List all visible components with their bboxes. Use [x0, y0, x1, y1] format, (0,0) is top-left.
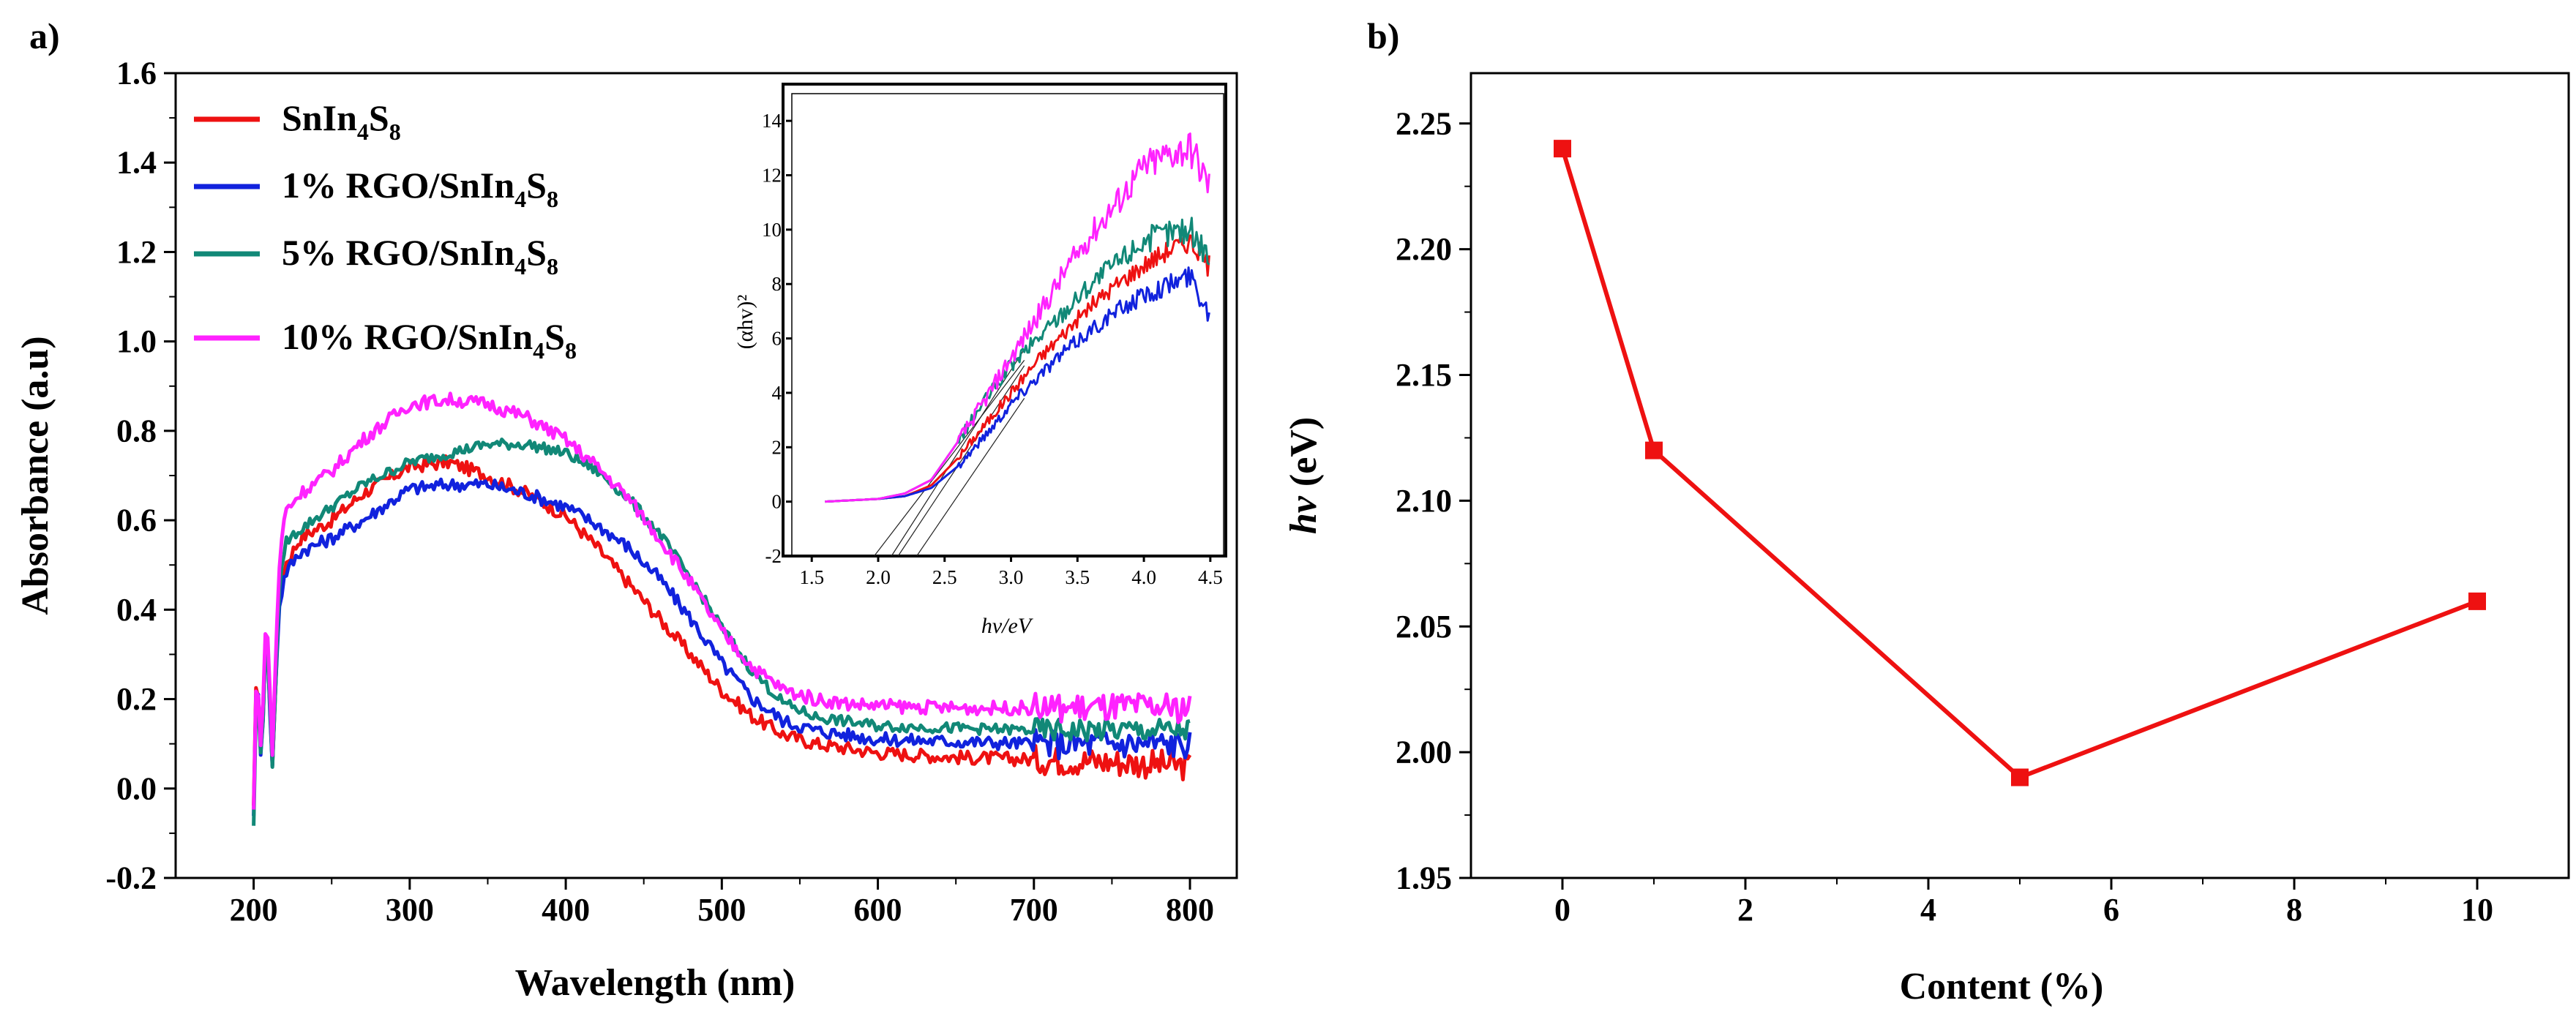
panel-b-x-tick-label: 4 — [1920, 892, 1936, 928]
panel-b-x-tick-label: 8 — [2286, 892, 2302, 928]
legend-item-5pct-rgo: 5% RGO/SnIn4S8 — [194, 232, 558, 279]
panel-b-x-tick-label: 6 — [2103, 892, 2119, 928]
legend-item-sninss: SnIn4S8 — [194, 97, 401, 145]
panel-a-x-tick-label: 400 — [542, 892, 590, 928]
tangent-line-2 — [897, 365, 1025, 557]
panel-a-y-tick-label: 0.0 — [116, 770, 157, 806]
inset-frame — [782, 83, 1227, 557]
inset-y-tick-label: 4 — [772, 382, 782, 404]
panel-a-y-tick-label: 0.4 — [116, 592, 157, 628]
panel-a-y-tick-label: 1.2 — [116, 234, 157, 270]
inset-y-tick-label: 14 — [762, 110, 782, 132]
legend-label: 10% RGO/SnIn4S8 — [282, 316, 577, 364]
panel-a-y-ticks: -0.2 0.0 0.2 0.4 0.6 0.8 1.0 1.2 1.4 1.6 — [105, 56, 176, 896]
panel-a-x-tick-label: 300 — [386, 892, 434, 928]
panel-b-x-tick-label: 2 — [1737, 892, 1753, 928]
series-line-2 — [252, 438, 1191, 826]
panel-b-frame — [1469, 72, 2570, 879]
panel-b-y-tick-label: 2.15 — [1396, 357, 1452, 393]
bandgap-marker-0 — [1554, 140, 1571, 158]
inset-y-tick-label: -2 — [765, 545, 782, 567]
inset-x-axis-title: hv/eV — [981, 614, 1034, 638]
panel-a-inset-tauc-plot: 1.5 2.0 2.5 3.0 3.5 4.0 4.5 -2 0 2 4 6 8 10 12 14 hv/e… — [733, 83, 1227, 638]
panel-b-y-tick-label: 2.25 — [1396, 105, 1452, 141]
panel-a-label: a) — [29, 15, 60, 56]
legend-item-10pct-rgo: 10% RGO/SnIn4S8 — [194, 316, 577, 364]
inset-y-tick-label: 0 — [772, 491, 782, 513]
panel-a-y-tick-label: -0.2 — [105, 860, 157, 896]
panel-a-y-tick-label: 0.8 — [116, 413, 157, 448]
inset-y-tick-label: 8 — [772, 273, 782, 295]
panel-a-y-tick-label: 0.2 — [116, 681, 157, 717]
panel-b-y-tick-label: 2.05 — [1396, 609, 1452, 645]
panel-a-x-tick-label: 200 — [230, 892, 278, 928]
inset-series-line-3 — [825, 132, 1210, 503]
bandgap-marker-1 — [1645, 441, 1663, 459]
panel-b-x-tick-label: 10 — [2461, 892, 2493, 928]
panel-a-y-tick-label: 1.0 — [116, 323, 157, 359]
inset-y-tick-label: 6 — [772, 328, 782, 350]
inset-plot-frame — [791, 93, 1224, 557]
panel-b-y-ticks: 1.95 2.00 2.05 2.10 2.15 2.20 2.25 — [1396, 105, 1471, 896]
panel-b-bandgap-chart: 0 2 4 6 8 10 1.95 2.00 2.05 2.10 2.15 2.20 2.25 Con… — [1283, 72, 2570, 1007]
panel-a-legend: SnIn4S8 1% RGO/SnIn4S8 5% RGO/SnIn4S8 10… — [194, 97, 577, 364]
inset-x-tick-label: 2.5 — [932, 566, 957, 588]
panel-b-y-tick-label: 2.20 — [1396, 231, 1452, 267]
inset-x-tick-label: 3.0 — [999, 566, 1024, 588]
panel-a-series — [252, 391, 1192, 826]
legend-label: 5% RGO/SnIn4S8 — [282, 232, 558, 279]
bandgap-marker-3 — [2468, 592, 2486, 610]
inset-x-tick-label: 2.0 — [866, 566, 891, 588]
panel-a-x-tick-label: 500 — [697, 892, 746, 928]
inset-series — [825, 132, 1210, 503]
series-line-3 — [252, 391, 1192, 810]
panel-a-absorbance-chart: 200 300 400 500 600 700 800 -0.2 0.0 0.2 0.4 0.6 0.… — [15, 56, 1238, 1004]
panel-b-y-tick-label: 1.95 — [1396, 860, 1452, 896]
panel-b-y-axis-title: hv (eV) — [1283, 417, 1325, 534]
panel-a-y-tick-label: 1.6 — [116, 56, 157, 91]
inset-x-ticks: 1.5 2.0 2.5 3.0 3.5 4.0 4.5 — [799, 556, 1223, 588]
panel-a-x-axis-title: Wavelength (nm) — [515, 962, 795, 1004]
bandgap-marker-2 — [2011, 768, 2029, 786]
panel-b-label: b) — [1367, 15, 1399, 56]
panel-b-x-axis-title: Content (%) — [1900, 966, 2104, 1007]
inset-x-tick-label: 1.5 — [799, 566, 824, 588]
inset-x-tick-label: 4.5 — [1198, 566, 1223, 588]
panel-b-series — [1554, 140, 2486, 786]
series-line-1 — [252, 477, 1192, 816]
panel-b-y-tick-label: 2.10 — [1396, 483, 1452, 519]
inset-y-ticks: -2 0 2 4 6 8 10 12 14 — [762, 110, 792, 567]
panel-a-y-tick-label: 0.6 — [116, 503, 157, 538]
panel-b-x-tick-label: 0 — [1554, 892, 1570, 928]
inset-y-tick-label: 12 — [762, 165, 782, 187]
panel-a-x-tick-label: 700 — [1010, 892, 1058, 928]
panel-b-y-tick-label: 2.00 — [1396, 735, 1452, 770]
inset-y-tick-label: 2 — [772, 436, 782, 458]
panel-a-y-axis-title: Absorbance (a.u) — [15, 336, 56, 615]
inset-y-axis-title: (αhv)² — [733, 295, 757, 350]
tangent-line-3 — [916, 398, 1025, 557]
legend-label: 1% RGO/SnIn4S8 — [282, 165, 558, 212]
inset-x-tick-label: 3.5 — [1065, 566, 1090, 588]
panel-a-x-tick-label: 600 — [854, 892, 902, 928]
panel-a-x-tick-label: 800 — [1166, 892, 1214, 928]
inset-x-tick-label: 4.0 — [1131, 566, 1156, 588]
panel-b-x-ticks: 0 2 4 6 8 10 — [1554, 878, 2493, 928]
panel-a-x-ticks: 200 300 400 500 600 700 800 — [230, 878, 1214, 928]
panel-a-y-tick-label: 1.4 — [116, 145, 157, 181]
tangent-line-0 — [874, 359, 1025, 557]
bandgap-line — [1560, 148, 2479, 780]
legend-item-1pct-rgo: 1% RGO/SnIn4S8 — [194, 165, 558, 212]
legend-label: SnIn4S8 — [282, 97, 401, 145]
inset-y-tick-label: 10 — [762, 219, 782, 241]
